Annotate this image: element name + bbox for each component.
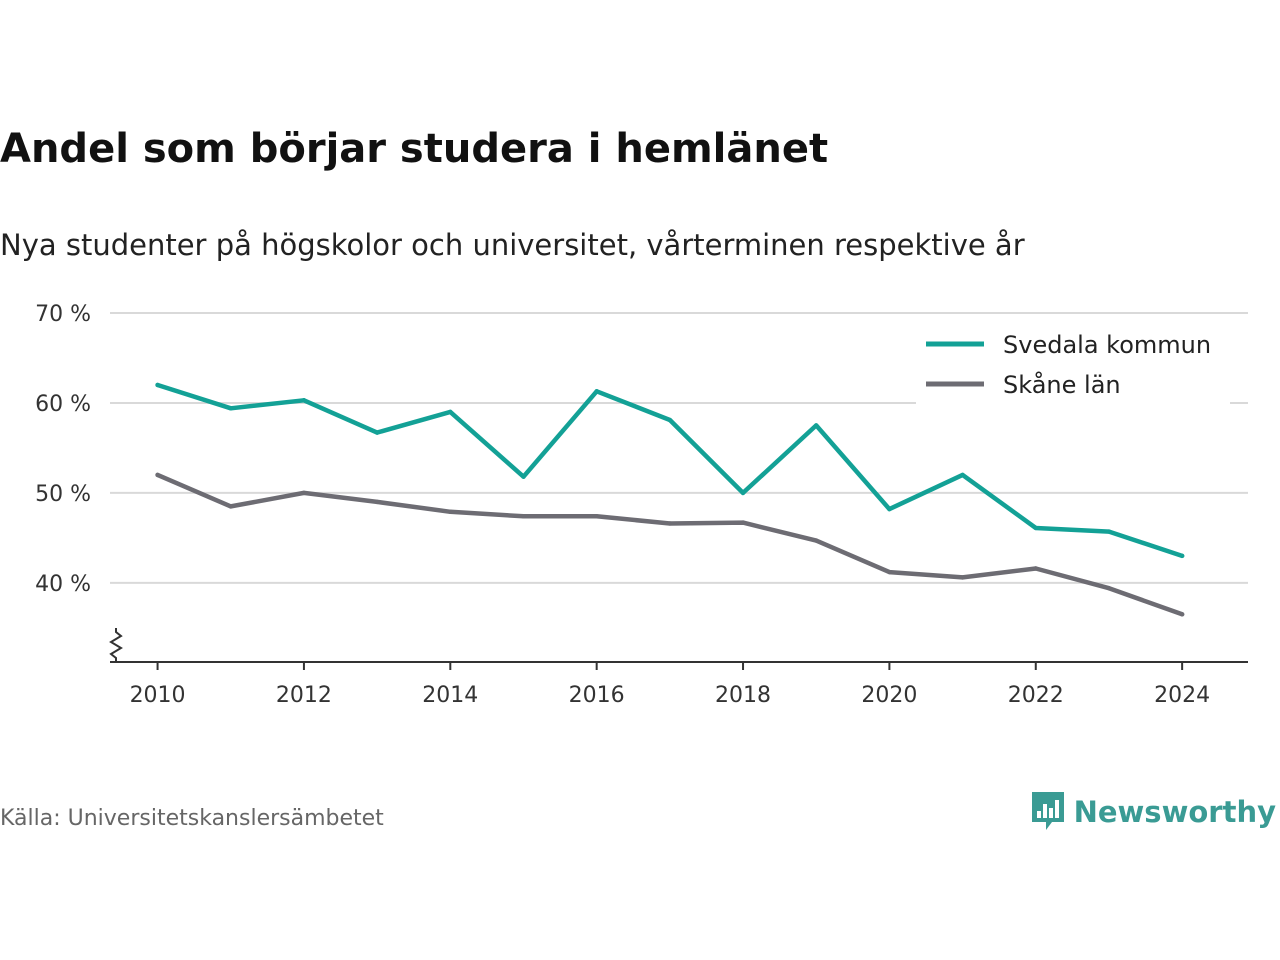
data-point	[887, 569, 892, 575]
data-point	[448, 409, 453, 415]
x-tick-label: 2016	[569, 683, 625, 708]
data-point	[960, 575, 965, 580]
brand-name: Newsworthy	[1073, 795, 1276, 829]
x-tick-label: 2014	[422, 683, 478, 708]
newsworthy-logo-icon	[1031, 792, 1064, 830]
data-point	[301, 398, 307, 403]
x-tick-label: 2020	[861, 683, 917, 708]
data-point	[667, 521, 673, 526]
legend-label: Skåne län	[1003, 370, 1121, 399]
x-tick-label: 2010	[130, 683, 186, 708]
data-point	[887, 506, 892, 512]
line-chart: 40 % 50 % 60 % 70 % 2010 2012 2014 2016 2018 202…	[35, 302, 1248, 708]
data-point	[155, 382, 160, 388]
y-tick-label: 60 %	[35, 392, 91, 417]
data-point	[594, 389, 599, 394]
y-tick-label: 40 %	[35, 572, 91, 597]
series-line-svedala	[155, 382, 1185, 559]
source-note: Källa: Universitetskanslersämbetet	[0, 806, 384, 831]
legend-label: Svedala kommun	[1003, 331, 1211, 359]
data-point	[1179, 612, 1185, 617]
data-point	[740, 520, 746, 525]
x-tick-label: 2012	[276, 683, 332, 708]
brand-logo[interactable]: Newsworthy	[1030, 790, 1276, 834]
x-tick-label: 2024	[1154, 683, 1210, 708]
x-axis: 2010 2012 2014 2016 2018 2020 2022 2024	[109, 628, 1248, 708]
data-point	[1033, 566, 1038, 571]
y-tick-label: 70 %	[35, 302, 91, 327]
data-point	[814, 538, 819, 543]
x-tick-label: 2018	[715, 683, 771, 708]
data-point	[1179, 553, 1185, 559]
series-line-skane	[155, 472, 1185, 617]
data-point	[521, 474, 526, 479]
data-point	[814, 423, 819, 428]
legend: Svedala kommun Skåne län	[916, 322, 1230, 406]
data-point	[667, 417, 673, 423]
y-axis-ticks: 40 % 50 % 60 % 70 %	[35, 302, 91, 597]
legend-background	[916, 322, 1230, 406]
data-point	[155, 472, 160, 478]
data-point	[594, 514, 599, 519]
data-point	[1106, 586, 1112, 591]
data-point	[301, 490, 307, 496]
x-tick-label: 2022	[1008, 683, 1064, 708]
data-point	[374, 430, 380, 435]
data-point	[374, 499, 380, 505]
data-point	[228, 406, 233, 411]
chart-subtitle: Nya studenter på högskolor och universit…	[0, 228, 1025, 262]
data-point	[740, 490, 746, 496]
data-point	[228, 504, 233, 509]
data-point	[448, 509, 453, 514]
chart-title: Andel som börjar studera i hemlänet	[0, 126, 829, 172]
data-point	[521, 514, 526, 519]
data-point	[1106, 529, 1112, 534]
y-tick-label: 50 %	[35, 482, 91, 507]
series-lines	[155, 382, 1185, 617]
data-point	[1033, 525, 1038, 531]
axis-break-icon	[109, 628, 123, 662]
data-point	[960, 472, 965, 478]
